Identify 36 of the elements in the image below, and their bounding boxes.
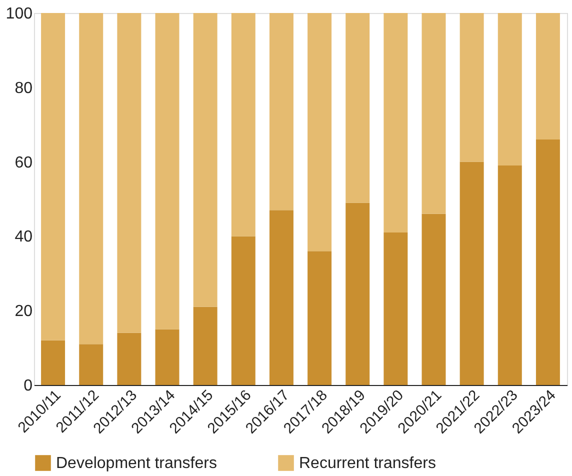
legend-label: Development transfers <box>56 455 217 472</box>
y-tick-label: 80 <box>14 80 33 97</box>
bar <box>308 251 332 385</box>
bar <box>79 13 104 344</box>
bar <box>536 13 560 140</box>
bar <box>269 13 294 210</box>
bar <box>384 13 408 232</box>
bar <box>422 13 446 214</box>
bar <box>269 210 294 385</box>
y-tick-label: 20 <box>14 303 33 320</box>
bar <box>193 306 218 385</box>
bar <box>498 13 522 166</box>
bar <box>308 13 332 252</box>
bar <box>117 13 142 333</box>
bar <box>384 232 408 385</box>
bar <box>193 13 218 307</box>
bar <box>155 13 180 330</box>
bar <box>41 340 66 385</box>
bar <box>41 13 66 340</box>
bar <box>117 332 142 385</box>
bar <box>231 13 256 236</box>
bar <box>498 166 522 385</box>
bar <box>422 214 446 385</box>
y-tick-label: 60 <box>14 154 33 172</box>
legend-label: Recurrent transfers <box>299 455 436 472</box>
bar <box>155 329 180 385</box>
y-tick-label: 0 <box>24 378 33 394</box>
bar <box>346 202 370 385</box>
y-tick-label: 40 <box>14 228 33 246</box>
bar <box>460 13 484 162</box>
bar <box>346 13 370 203</box>
bar <box>460 162 484 385</box>
bar <box>536 139 560 385</box>
y-tick-label: 100 <box>6 6 33 22</box>
bar <box>231 236 256 385</box>
bar <box>79 344 104 385</box>
